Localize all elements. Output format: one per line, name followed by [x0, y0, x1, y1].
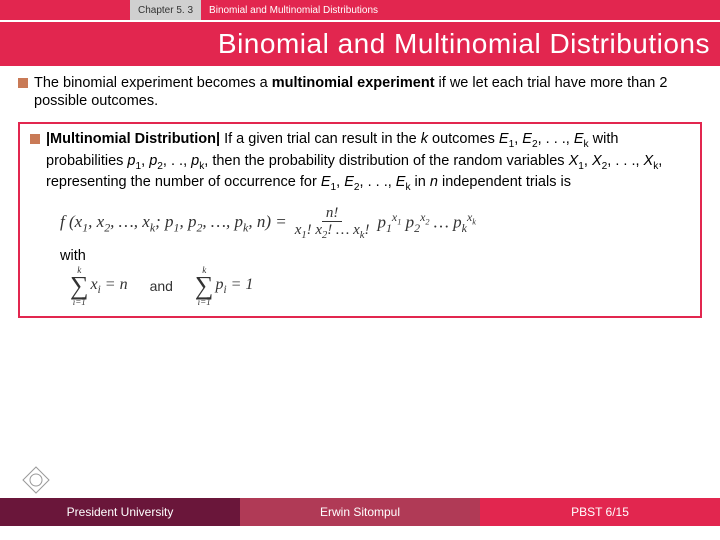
- sigma-icon: k ∑ i=1: [195, 266, 214, 306]
- footer-right: PBST 6/15: [480, 498, 720, 526]
- sum2-expr: pi = 1: [215, 276, 253, 296]
- para1-pre: The binomial experiment becomes a: [34, 75, 272, 91]
- formula-lhs: f (x1, x2, …, xk; p1, p2, …, pk, n) =: [60, 212, 287, 235]
- bullet-icon: [18, 78, 28, 88]
- para-2: |Multinomial Distribution| If a given tr…: [46, 130, 690, 195]
- formula-main: f (x1, x2, …, xk; p1, p2, …, pk, n) = n!…: [60, 205, 690, 242]
- bullet-para-1: The binomial experiment becomes a multin…: [18, 74, 702, 110]
- top-bar: Chapter 5. 3 Binomial and Multinomial Di…: [0, 0, 720, 20]
- with-label: with: [60, 248, 690, 264]
- formula-prod: p1x1 p2x2 … pkxk: [377, 210, 475, 236]
- sum-2: k ∑ i=1 pi = 1: [195, 266, 253, 306]
- sum1-bot: i=1: [73, 298, 86, 306]
- bullet-para-2: |Multinomial Distribution| If a given tr…: [30, 130, 690, 195]
- footer: President University Erwin Sitompul PBST…: [0, 498, 720, 526]
- page-title: Binomial and Multinomial Distributions: [218, 28, 710, 60]
- para2-lead: |Multinomial Distribution|: [46, 131, 220, 147]
- formula-fraction: n! x1! x2! … xk!: [291, 205, 374, 242]
- formula-main-row: f (x1, x2, …, xk; p1, p2, …, pk, n) = n!…: [60, 205, 690, 242]
- sums-row: k ∑ i=1 xi = n and k ∑ i=1 pi = 1: [70, 266, 690, 306]
- sum-1: k ∑ i=1 xi = n: [70, 266, 128, 306]
- footer-left: President University: [0, 498, 240, 526]
- para-1: The binomial experiment becomes a multin…: [34, 74, 702, 110]
- title-row: Binomial and Multinomial Distributions: [0, 20, 720, 66]
- formula-num: n!: [322, 205, 343, 223]
- university-logo-icon: [20, 464, 52, 496]
- sum1-expr: xi = n: [91, 276, 128, 296]
- bullet-icon: [30, 134, 40, 144]
- para1-bold: multinomial experiment: [272, 75, 435, 91]
- sigma-icon: k ∑ i=1: [70, 266, 89, 306]
- and-label: and: [150, 278, 173, 294]
- sum2-bot: i=1: [198, 298, 211, 306]
- content: The binomial experiment becomes a multin…: [0, 66, 720, 318]
- footer-center: Erwin Sitompul: [240, 498, 480, 526]
- chapter-box: Chapter 5. 3: [130, 0, 201, 20]
- formula-den: x1! x2! … xk!: [291, 222, 374, 242]
- chapter-title: Binomial and Multinomial Distributions: [201, 5, 378, 16]
- definition-box: |Multinomial Distribution| If a given tr…: [18, 122, 702, 317]
